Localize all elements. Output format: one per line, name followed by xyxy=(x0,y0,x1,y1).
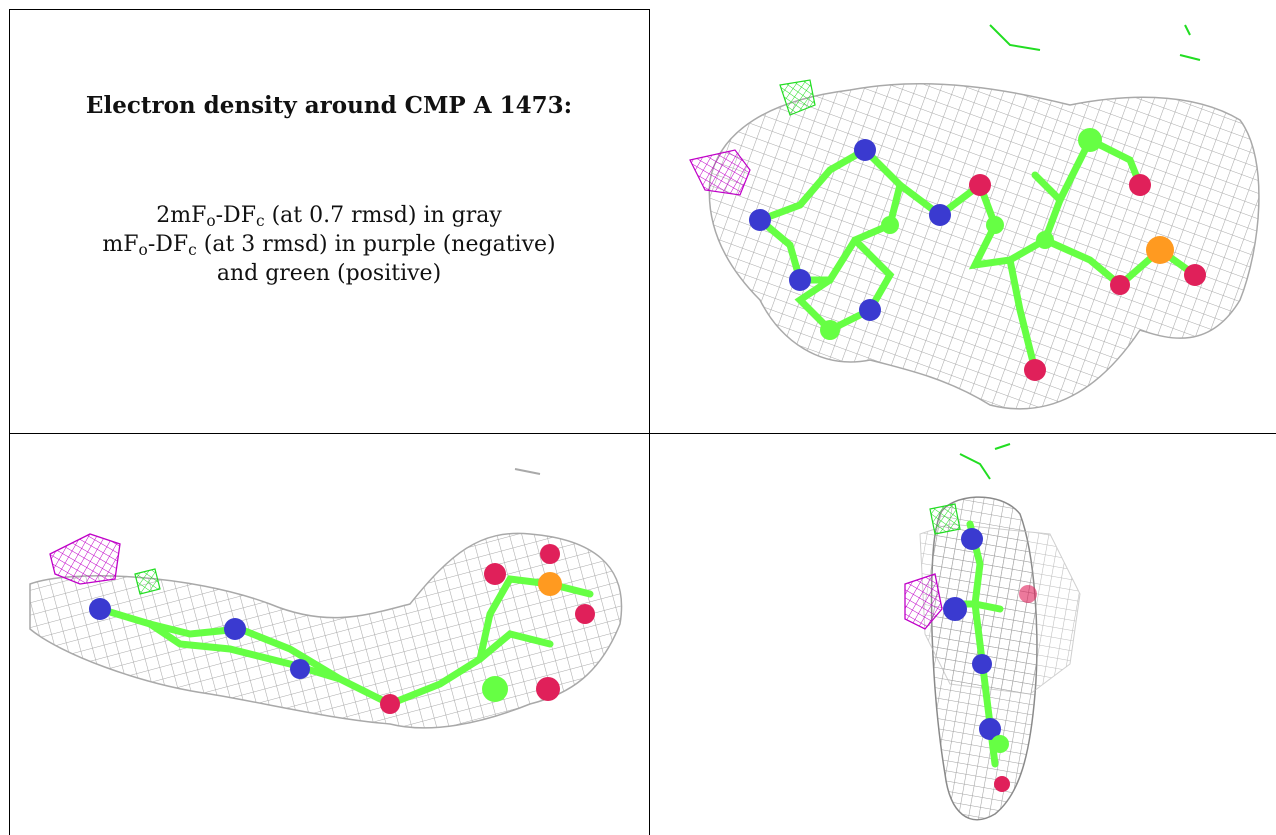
caption-cell: Electron density around CMP A 1473: 2mFo… xyxy=(9,9,649,433)
table-border-left xyxy=(9,9,10,835)
ligand-atoms xyxy=(749,128,1206,381)
side-view-image xyxy=(29,468,623,729)
density-view-side xyxy=(10,434,649,835)
positive-difference-density xyxy=(134,568,161,595)
negative-difference-density xyxy=(904,573,943,630)
table-divider-horizontal xyxy=(9,433,1276,434)
positive-difference-fragments xyxy=(959,443,1011,480)
table-divider-vertical xyxy=(649,9,650,835)
negative-difference-density xyxy=(689,149,751,196)
positive-difference-density xyxy=(929,503,961,535)
figure-table: Electron density around CMP A 1473: 2mFo… xyxy=(9,9,1276,835)
negative-difference-density xyxy=(49,533,121,585)
caption-line-1: 2mFo-DFc (at 0.7 rmsd) in gray xyxy=(156,203,502,230)
end-on-view-image xyxy=(904,443,1081,821)
table-border-top xyxy=(9,9,649,10)
front-view-image xyxy=(689,24,1260,410)
density-view-front xyxy=(650,10,1276,433)
gray-density-mesh xyxy=(29,532,623,729)
caption-line-3: and green (positive) xyxy=(216,261,442,286)
density-view-end-on xyxy=(650,434,1276,835)
positive-difference-density xyxy=(779,79,816,116)
ligand-atoms xyxy=(943,528,1037,792)
ligand-atoms xyxy=(89,544,595,714)
density-fragment xyxy=(514,468,541,475)
caption-line-2: mFo-DFc (at 3 rmsd) in purple (negative) xyxy=(102,232,556,259)
caption-text: 2mFo-DFc (at 0.7 rmsd) in gray mFo-DFc (… xyxy=(9,201,649,288)
figure-title: Electron density around CMP A 1473: xyxy=(85,92,573,119)
positive-difference-fragments xyxy=(989,24,1201,61)
